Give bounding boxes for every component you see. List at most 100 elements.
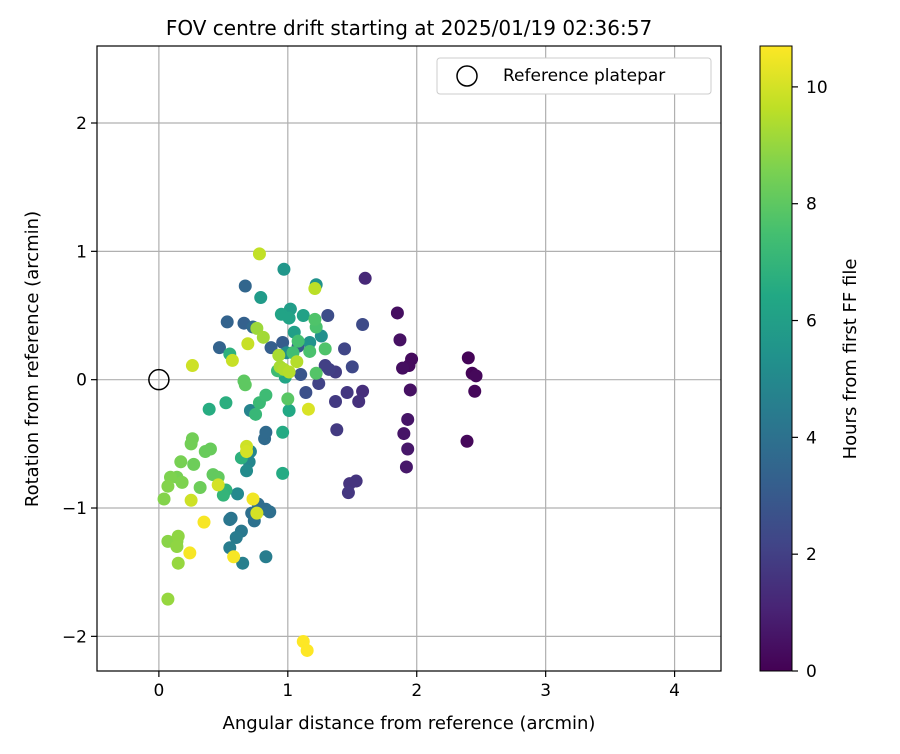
y-tick-label: 1 <box>76 242 87 262</box>
data-point <box>318 342 332 356</box>
x-tick-label: 1 <box>282 681 293 701</box>
data-point <box>294 368 308 382</box>
data-point <box>345 360 359 374</box>
legend-box <box>436 57 712 95</box>
data-point <box>276 335 290 349</box>
data-point <box>197 515 211 529</box>
colorbar-tick-label: 10 <box>806 78 828 98</box>
colorbar: 0 2 4 6 8 10 Hours from first FF file <box>759 45 861 682</box>
colorbar-tick-label: 8 <box>806 195 817 215</box>
x-tick-label: 0 <box>153 681 164 701</box>
data-point <box>211 478 225 492</box>
data-point <box>183 546 197 560</box>
data-point <box>171 529 185 543</box>
scatter-points <box>157 247 483 657</box>
legend-marker-open-circle <box>456 65 478 87</box>
data-point <box>397 427 411 441</box>
data-point <box>240 464 254 478</box>
data-point <box>236 556 250 570</box>
data-point <box>240 445 254 459</box>
data-point <box>185 359 199 373</box>
x-axis-ticks: 0 1 2 3 4 <box>153 671 680 701</box>
data-point <box>282 403 296 417</box>
x-tick-label: 2 <box>411 681 422 701</box>
data-point <box>299 386 313 400</box>
reference-marker <box>148 368 170 391</box>
data-point <box>329 394 343 408</box>
data-point <box>318 359 332 373</box>
data-point <box>229 531 243 545</box>
colorbar-tick-label: 2 <box>806 545 817 565</box>
x-tick-label: 3 <box>540 681 551 701</box>
data-point <box>308 312 322 326</box>
data-point <box>403 383 417 397</box>
colorbar-tick-label: 4 <box>806 428 817 448</box>
data-point <box>231 487 245 501</box>
data-point <box>225 353 239 367</box>
data-point <box>276 425 290 439</box>
y-tick-label: 0 <box>76 371 87 391</box>
data-point <box>263 505 277 519</box>
data-point <box>259 388 273 402</box>
data-point <box>272 348 286 362</box>
data-point <box>252 247 266 261</box>
data-point <box>296 309 310 323</box>
data-point <box>250 506 264 520</box>
data-point <box>219 396 233 410</box>
data-point <box>399 460 413 474</box>
data-point <box>401 412 415 426</box>
data-point <box>238 378 252 392</box>
x-axis-label: Angular distance from reference (arcmin) <box>223 713 596 734</box>
data-point <box>157 492 171 506</box>
data-point <box>282 311 296 325</box>
data-point <box>249 407 263 421</box>
data-point <box>282 365 296 379</box>
data-point <box>469 369 483 383</box>
data-point <box>216 488 230 502</box>
data-point <box>254 291 268 305</box>
data-point <box>227 550 241 564</box>
data-point <box>238 279 252 293</box>
data-point <box>187 457 201 471</box>
data-point <box>198 445 212 459</box>
gridlines <box>97 46 721 671</box>
y-tick-label: −2 <box>62 627 87 647</box>
data-point <box>460 434 474 448</box>
data-point <box>291 334 305 348</box>
data-point <box>300 643 314 657</box>
legend: Reference platepar <box>436 57 712 95</box>
colorbar-tick-label: 0 <box>806 662 817 682</box>
y-tick-label: 2 <box>76 114 87 134</box>
data-point <box>303 335 317 349</box>
data-point <box>220 315 234 329</box>
data-point <box>246 492 260 506</box>
y-axis-ticks: −2 −1 0 1 2 <box>62 114 97 647</box>
data-point <box>358 271 372 285</box>
data-point <box>461 351 475 365</box>
data-point <box>202 402 216 416</box>
legend-label: Reference platepar <box>503 66 665 86</box>
data-point <box>185 432 199 446</box>
data-point <box>259 425 273 439</box>
colorbar-ticks: 0 2 4 6 8 10 <box>792 78 828 682</box>
data-point <box>393 333 407 347</box>
data-point <box>303 344 317 358</box>
data-point <box>309 366 323 380</box>
data-point <box>223 513 237 527</box>
x-tick-label: 4 <box>669 681 680 701</box>
colorbar-label: Hours from first FF file <box>840 259 861 460</box>
data-point <box>330 423 344 437</box>
data-point <box>308 282 322 296</box>
data-point <box>468 384 482 398</box>
data-point <box>241 337 255 351</box>
data-point <box>356 317 370 331</box>
reference-platepar-marker <box>148 368 170 391</box>
data-point <box>174 455 188 469</box>
data-point <box>340 386 354 400</box>
data-point <box>276 466 290 480</box>
data-point <box>161 592 175 606</box>
data-point <box>312 377 326 391</box>
colorbar-tick-label: 6 <box>806 312 817 332</box>
data-point <box>281 392 295 406</box>
